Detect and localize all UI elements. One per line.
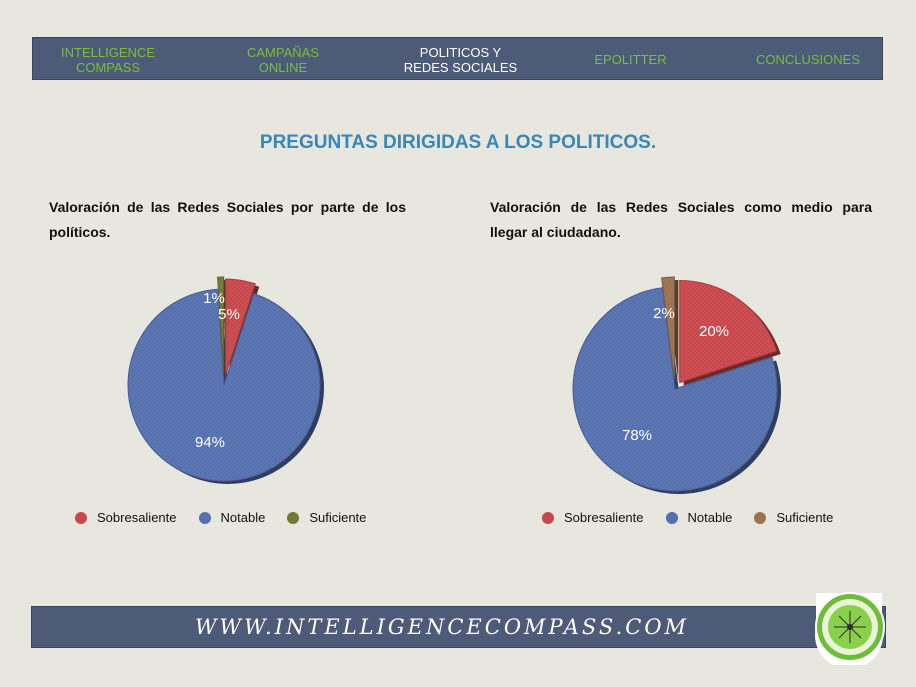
nav-campanas-online[interactable]: CAMPAÑAS ONLINE	[247, 44, 319, 75]
legend-dot-notable	[665, 511, 678, 524]
pie-slice-texture	[127, 289, 320, 481]
legend-label: Notable	[220, 510, 266, 525]
legend-item-sobresaliente: Sobresaliente	[542, 510, 644, 525]
legend-item-notable: Notable	[198, 510, 266, 525]
pie-slice-texture	[661, 277, 675, 380]
legend-item-notable: Notable	[665, 510, 733, 525]
legend-label: Notable	[687, 510, 733, 525]
pie-data-label-notable: 94%	[195, 434, 225, 451]
pie-slice-texture	[679, 280, 777, 383]
page-heading: PREGUNTAS DIRIGIDAS A LOS POLITICOS.	[259, 132, 657, 153]
top-nav: INTELLIGENCE COMPASS CAMPAÑAS ONLINE POL…	[32, 37, 883, 80]
footer-url[interactable]: WWW.INTELLIGENCECOMPASS.COM	[194, 615, 690, 639]
legend-item-suficiente: Suficiente	[287, 510, 366, 525]
legend-dot-notable	[198, 511, 211, 524]
nav-politicos-redes-sociales[interactable]: POLITICOS Y REDES SOCIALES	[403, 44, 518, 75]
legend-item-suficiente: Suficiente	[754, 510, 833, 525]
legend-label: Suficiente	[776, 510, 834, 525]
pie-data-label-suficiente: 1%	[203, 290, 225, 307]
pie-data-label-sobresaliente: 5%	[218, 306, 240, 323]
chart-1-title: Valoración de las Redes Sociales por par…	[49, 199, 406, 240]
legend-label: Sobresaliente	[97, 510, 177, 525]
pie-chart-2: 20% 78% 2%	[572, 276, 781, 494]
pie-data-label-sobresaliente: 20%	[699, 323, 729, 340]
legend-dot-sobresaliente	[542, 511, 554, 524]
nav-intelligence-compass[interactable]: INTELLIGENCE COMPASS	[61, 44, 155, 75]
legend-item-sobresaliente: Sobresaliente	[75, 510, 177, 525]
pie-slice-texture	[217, 277, 224, 374]
pie-chart-1: 5% 94% 1%	[127, 276, 324, 484]
chart-2-title: Valoración de las Redes Sociales como me…	[490, 199, 872, 240]
pie-slice-texture	[225, 279, 256, 376]
nav-conclusiones[interactable]: CONCLUSIONES	[755, 52, 861, 67]
pie-data-label-suficiente: 2%	[653, 305, 675, 322]
legend-dot-suficiente	[287, 511, 300, 524]
legend-dot-suficiente	[754, 511, 767, 524]
legend-label: Suficiente	[309, 510, 367, 525]
chart-1-legend: Sobresaliente Notable Suficiente	[75, 510, 388, 525]
compass-logo[interactable]	[812, 589, 888, 665]
legend-dot-sobresaliente	[75, 511, 87, 524]
pie-data-label-notable: 78%	[622, 427, 652, 444]
pie-slice-texture	[573, 287, 777, 491]
chart-2-legend: Sobresaliente Notable Suficiente	[542, 510, 855, 525]
nav-epolitter[interactable]: EPOLITTER	[594, 52, 667, 67]
footer-bar: WWW.INTELLIGENCECOMPASS.COM	[31, 606, 886, 648]
legend-label: Sobresaliente	[564, 510, 644, 525]
